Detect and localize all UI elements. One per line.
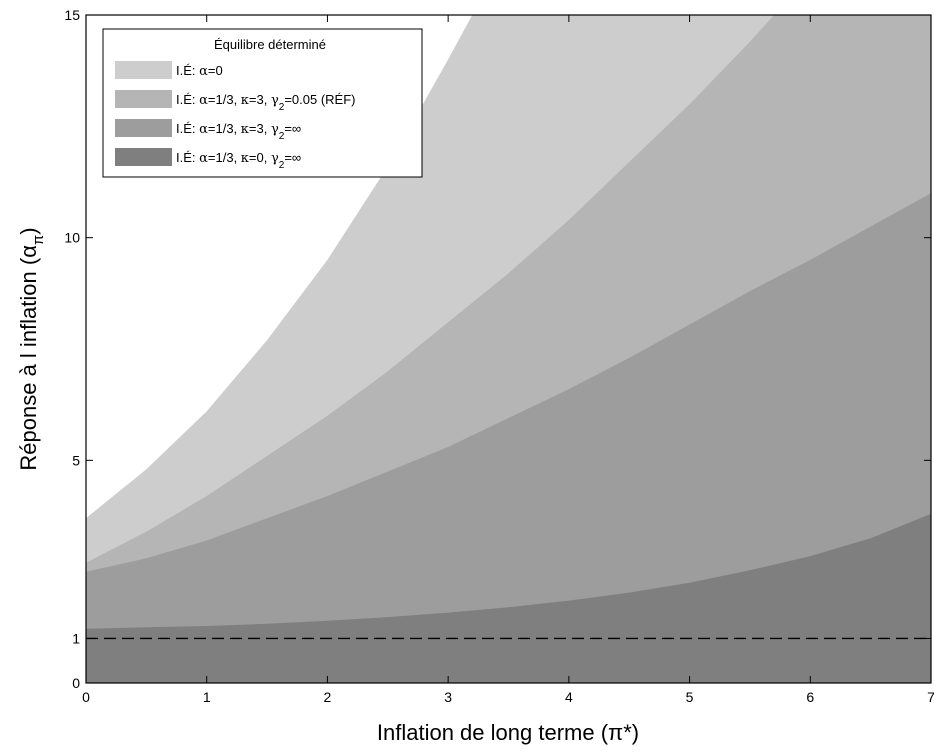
plot-frame <box>85 14 932 684</box>
legend-entries: I.É: α=0 I.É: α=1/3, κ=3, γ2=0.05 (RÉF) I.… <box>115 61 355 171</box>
y-axis-title: Réponse à l inflation (απ) <box>16 227 47 470</box>
x-tick-label: 6 <box>806 689 814 705</box>
x-tick-label: 3 <box>444 689 452 705</box>
y-axis-title-sub: π <box>30 235 47 245</box>
series-area-4 <box>86 513 931 683</box>
legend-title: Équilibre déterminé <box>214 37 326 52</box>
legend-entry-2: I.É: α=1/3, κ=3, γ2=0.05 (RÉF) <box>115 90 355 113</box>
legend-swatch <box>115 61 172 79</box>
x-tick-label: 2 <box>324 689 332 705</box>
y-axis-title-main: Réponse à l inflation (α <box>16 245 41 471</box>
y-tick-label: 1 <box>72 630 80 646</box>
x-tick-label: 1 <box>203 689 211 705</box>
y-tick-label: 10 <box>64 230 80 246</box>
legend-entry-1: I.É: α=0 <box>115 61 223 79</box>
series-area-3 <box>86 193 931 683</box>
y-tick-label: 5 <box>72 452 80 468</box>
y-axis-title-close: ) <box>16 227 41 234</box>
series-areas <box>86 15 931 683</box>
legend-label: I.É: α=1/3, κ=3, γ2=0.05 (RÉF) <box>176 92 355 113</box>
x-tick-label: 5 <box>686 689 694 705</box>
x-tick-label: 0 <box>82 689 90 705</box>
legend-label: I.É: α=1/3, κ=0, γ2=∞ <box>176 150 301 171</box>
legend-entry-3: I.É: α=1/3, κ=3, γ2=∞ <box>115 119 301 142</box>
legend-swatch <box>115 148 172 166</box>
x-axis-title: Inflation de long terme (π*) <box>377 720 639 745</box>
y-tick-label: 0 <box>72 675 80 691</box>
legend-entry-4: I.É: α=1/3, κ=0, γ2=∞ <box>115 148 301 171</box>
x-tick-label: 7 <box>927 689 934 705</box>
legend: Équilibre déterminé I.É: α=0 I.É: α=1/3, … <box>102 28 423 178</box>
axis-ticks <box>85 14 932 684</box>
legend-swatch <box>115 119 172 137</box>
legend-label: I.É: α=0 <box>176 63 223 79</box>
legend-label: I.É: α=1/3, κ=3, γ2=∞ <box>176 121 301 142</box>
x-tick-label: 4 <box>565 689 573 705</box>
y-tick-label: 15 <box>64 7 80 23</box>
legend-swatch <box>115 90 172 108</box>
